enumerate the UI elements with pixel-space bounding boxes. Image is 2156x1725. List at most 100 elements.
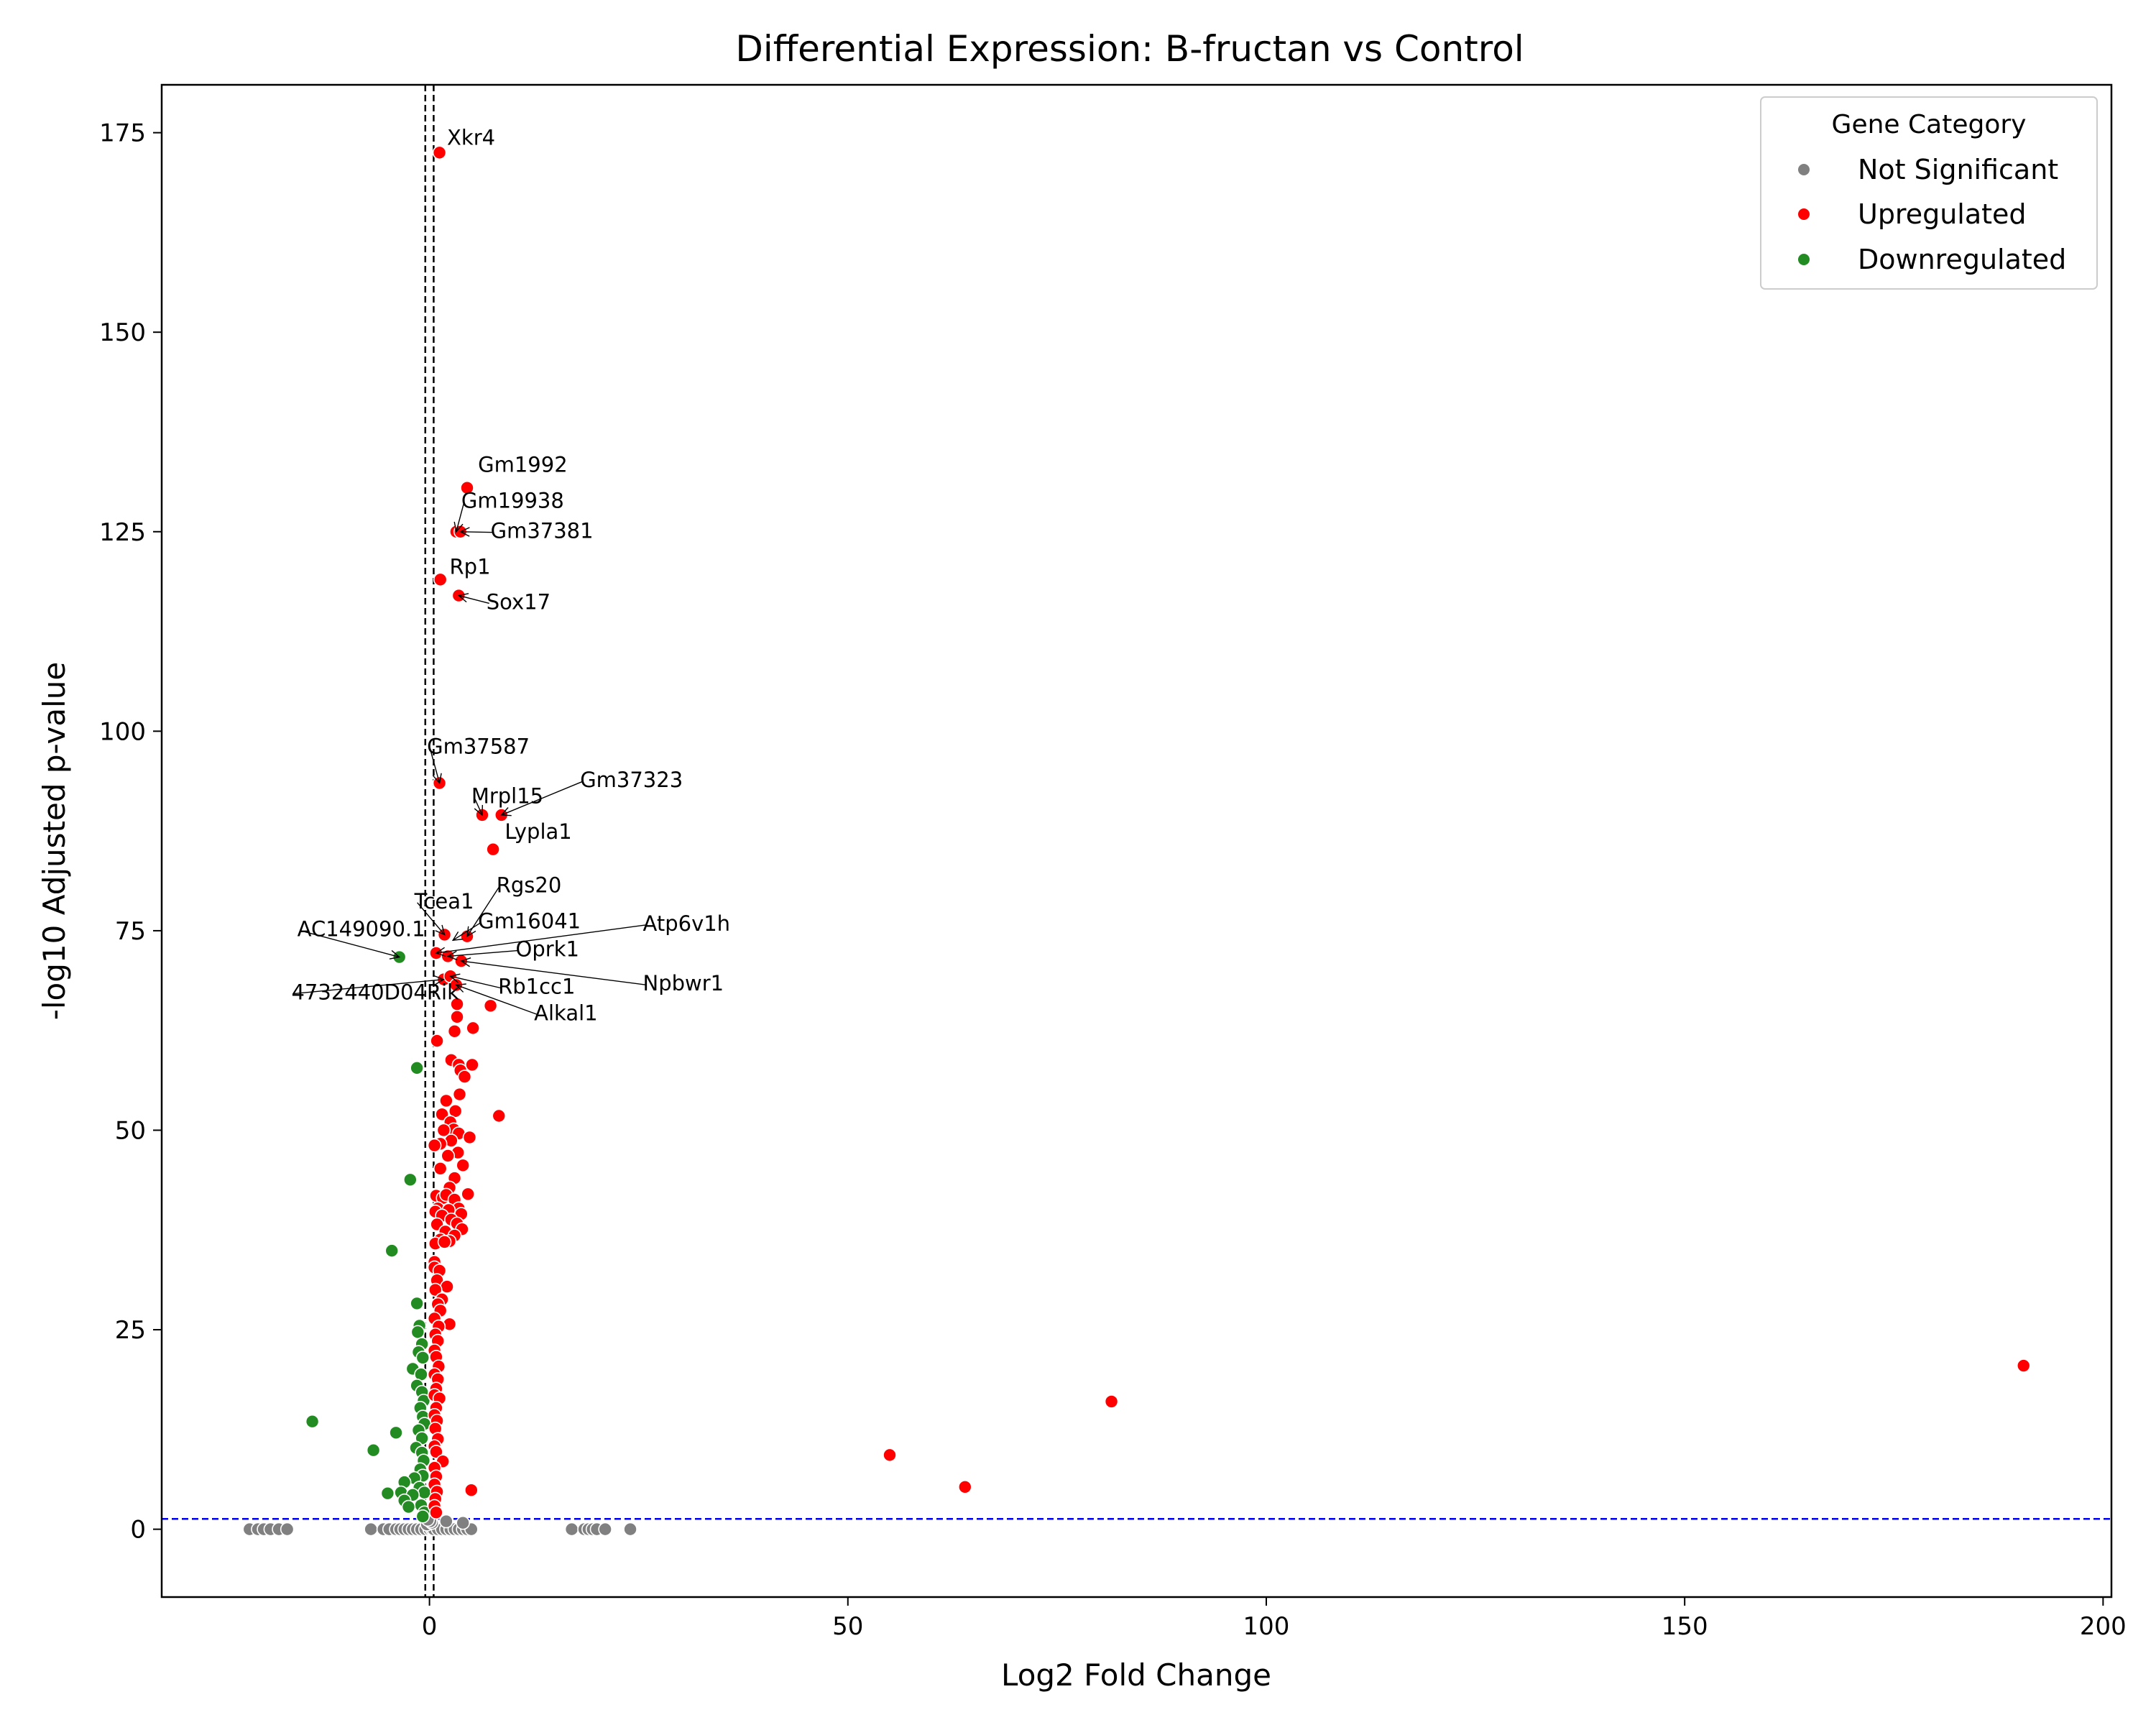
gene-label: Xkr4 [447, 125, 495, 150]
data-point-up [1104, 1394, 1119, 1409]
annotation-arrowhead [474, 804, 484, 816]
annotation-arrowhead [500, 807, 512, 816]
data-point-ns [456, 1515, 470, 1530]
annotation-arrow [459, 594, 489, 604]
data-point-up [452, 1087, 467, 1102]
data-point-up [450, 1010, 464, 1024]
data-point-up [447, 1024, 462, 1039]
annotation-arrow [501, 781, 584, 816]
data-point-ns [623, 1522, 637, 1537]
data-point-down [380, 1486, 395, 1501]
annotation-arrowhead [446, 950, 458, 961]
data-point-up [433, 1161, 448, 1176]
data-point-down [384, 1243, 400, 1258]
legend-marker-downregulated [1798, 254, 1810, 265]
series-upregulated [427, 145, 2031, 1520]
data-point-up [883, 1448, 897, 1463]
y-tick-label: 175 [99, 119, 146, 148]
data-point-up [483, 998, 498, 1013]
gene-label: Gm37381 [491, 519, 594, 543]
x-tick-label: 100 [1243, 1612, 1290, 1641]
x-tick-label: 150 [1662, 1612, 1708, 1641]
gene-label: Gm37587 [427, 734, 530, 758]
annotation-arrowhead [453, 521, 464, 533]
x-tick-label: 0 [422, 1612, 438, 1641]
annotation-arrowhead [457, 593, 469, 603]
annotation-arrowhead [460, 957, 471, 967]
y-tick-label: 75 [115, 917, 146, 946]
data-point-ns [439, 1514, 453, 1529]
annotation-arrow [461, 960, 646, 985]
gene-label: Oprk1 [516, 937, 579, 961]
annotation-arrowhead [389, 949, 401, 960]
annotation-arrowhead [449, 973, 461, 983]
annotation-arrow [450, 975, 502, 989]
data-point-up [436, 1123, 451, 1138]
data-point-down [410, 1061, 424, 1075]
data-point-up [428, 1282, 443, 1297]
gene-label: Mrpl15 [471, 783, 543, 808]
data-point-up [441, 1149, 456, 1163]
gene-label: Gm1992 [478, 452, 568, 477]
gene-label: Lypla1 [505, 819, 571, 844]
annotation-arrow [474, 796, 483, 816]
data-point-ns [280, 1522, 295, 1537]
gene-label: Rb1cc1 [498, 975, 575, 999]
gene-label: Gm19938 [461, 488, 564, 512]
gene-label: AC149090.1 [298, 917, 425, 942]
gene-label: Tcea1 [414, 889, 474, 914]
data-point-down [415, 1351, 430, 1365]
annotation-arrow [417, 902, 446, 935]
data-point-down [410, 1325, 425, 1340]
legend-label-upregulated: Upregulated [1858, 198, 2027, 230]
chart-title: Differential Expression: B-fructan vs Co… [735, 28, 1524, 70]
data-point-ns [564, 1522, 579, 1537]
y-tick-label: 50 [115, 1116, 146, 1145]
data-point-up [430, 1034, 444, 1048]
data-point-ns [598, 1522, 612, 1537]
data-point-up [439, 1093, 453, 1108]
annotation-arrowhead [451, 931, 464, 942]
annotation-arrowhead [435, 947, 446, 957]
gene-label: Atp6v1h [643, 911, 731, 936]
data-point-up [456, 1158, 470, 1173]
data-point-down [410, 1296, 424, 1311]
data-point-up [466, 1021, 480, 1036]
annotation-arrow [436, 924, 646, 954]
annotation-arrow [456, 984, 538, 1015]
annotation-arrow [294, 978, 444, 995]
data-point-up [440, 1279, 454, 1294]
data-point-up [958, 1479, 972, 1494]
x-tick-label: 50 [832, 1612, 863, 1641]
data-point-up [486, 842, 500, 857]
data-point-up [461, 1187, 475, 1202]
legend: Gene Category Not Significant Upregulate… [1760, 96, 2098, 290]
annotation-arrow [452, 921, 482, 941]
data-point-up [457, 1070, 472, 1084]
data-point-down [305, 1414, 320, 1429]
annotation-arrow [300, 930, 400, 958]
data-point-up [429, 1505, 443, 1520]
annotation-arrowhead [434, 975, 445, 985]
y-axis-label: -log10 Adjusted p-value [37, 662, 72, 1021]
data-point-up [427, 1138, 442, 1153]
annotation-arrow [429, 748, 441, 783]
x-axis-label: Log2 Fold Change [1001, 1657, 1271, 1693]
data-point-down [401, 1499, 416, 1514]
legend-marker-upregulated [1798, 208, 1810, 220]
legend-label-not-significant: Not Significant [1858, 154, 2058, 185]
gene-label: Sox17 [487, 589, 550, 614]
data-point-up [492, 1108, 507, 1123]
data-point-down [389, 1425, 403, 1440]
annotation-arrow [448, 949, 519, 957]
plot-frame [160, 83, 2113, 1598]
series-downregulated [305, 949, 432, 1524]
data-point-up [429, 1445, 443, 1459]
data-point-up [460, 480, 474, 495]
gene-label: Gm16041 [478, 909, 581, 934]
annotation-arrowhead [432, 773, 442, 785]
x-tick-label: 200 [2080, 1612, 2127, 1641]
y-tick-label: 0 [130, 1516, 146, 1545]
